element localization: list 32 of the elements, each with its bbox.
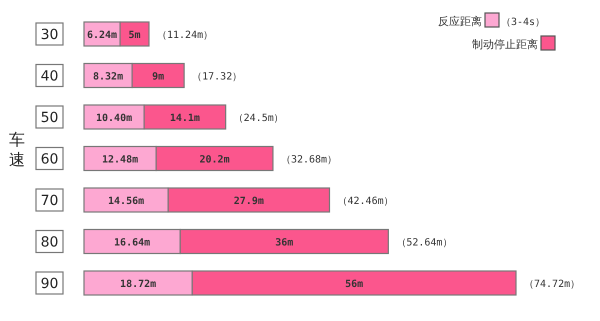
total-label: （17.32）: [192, 72, 242, 82]
legend-label: 反应距离: [438, 15, 482, 28]
y-tick-label: 80: [40, 234, 58, 250]
data-label: 20.2m: [199, 154, 230, 166]
total-label: （52.64m）: [396, 238, 452, 248]
annotation: （3-4s）: [501, 17, 546, 28]
data-label: 18.72m: [120, 279, 156, 290]
total-label: （32.68m）: [280, 154, 338, 166]
total-label: （24.5m）: [234, 113, 284, 124]
y-tick-label: 40: [40, 68, 58, 84]
data-label: 56m: [345, 279, 364, 290]
legend-label: 制动停止距离: [472, 38, 538, 51]
total-label: （11.24m）: [156, 30, 214, 41]
y-tick-label: 50: [40, 110, 58, 126]
y-tick-label: 60: [40, 152, 58, 168]
total-label: （74.72m）: [524, 279, 580, 290]
data-label: 5m: [128, 30, 141, 41]
total-label: （42.46m）: [337, 196, 394, 207]
data-label: 14.56m: [108, 196, 144, 207]
data-label: 16.64m: [114, 238, 150, 248]
data-label: 10.40m: [96, 113, 132, 124]
data-label: 12.48m: [102, 154, 138, 166]
y-tick-label: 30: [40, 27, 58, 43]
data-label: 36m: [275, 238, 294, 248]
data-label: 14.1m: [170, 113, 200, 124]
data-label: 27.9m: [234, 196, 264, 207]
y-tick-label: 70: [40, 193, 58, 209]
data-label: 9m: [152, 72, 164, 82]
y-tick-label: 90: [40, 276, 58, 292]
y-axis-title: 车速: [9, 130, 25, 169]
data-label: 6.24m: [86, 30, 118, 41]
data-label: 8.32m: [92, 72, 124, 82]
